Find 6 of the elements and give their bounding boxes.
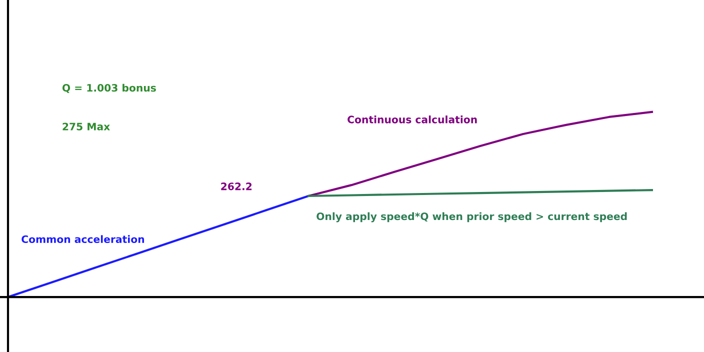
series-label: Only apply speed*Q when prior speed > current speed: [316, 212, 627, 222]
text: Continuous calculation: [348, 115, 477, 124]
series-label: Common acceleration: [22, 235, 144, 244]
text: Q = 1.003 bonus: [62, 84, 156, 93]
annotation: 275 Max: [62, 122, 110, 130]
annotation: 262.2: [221, 182, 252, 190]
